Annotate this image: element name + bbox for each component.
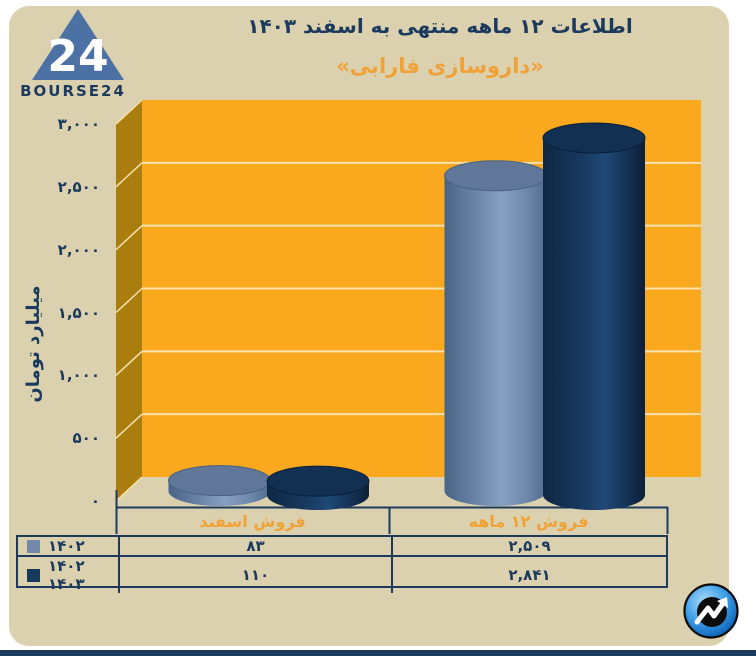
value-1402-12month: ۲,۵۰۹ (391, 537, 666, 555)
company-subtitle: «داروسازی فارابی» (336, 54, 544, 78)
legend-label-1402: ۱۴۰۲ (48, 537, 85, 555)
footer-accent-bar (0, 650, 756, 656)
value-1402-esfand: ۸۳ (118, 537, 391, 555)
chart-cylinders (168, 122, 646, 510)
y-tick-label: ۲,۰۰۰ (57, 240, 100, 259)
legend-swatch-1402 (27, 539, 40, 553)
y-tick-label: ۳,۰۰۰ (57, 115, 100, 133)
bourse24-triangle-logo-icon: 24 (32, 9, 124, 82)
values-table: ۱۴۰۲ ۸۳ ۲,۵۰۹ ۱۴۰۲ ۱۴۰۳ ۱۱۰ ۲,۸۴۱ (16, 535, 668, 593)
bourse24-badge-icon (683, 583, 739, 639)
page-title: اطلاعات ۱۲ ماهه منتهی به اسفند ۱۴۰۳ (247, 14, 633, 38)
legend-row-1402: ۱۴۰۲ (18, 537, 118, 555)
brand-name: BOURSE24 (20, 82, 126, 100)
category-label-esfand: فروش اسفند (199, 512, 306, 531)
category-label-12month: فروش ۱۲ ماهه (468, 512, 589, 531)
logo-numerals: 24 (47, 31, 108, 82)
y-tick-label: ۱,۰۰۰ (57, 366, 100, 385)
y-tick-label: ۰ (90, 492, 100, 510)
legend-swatch-1403 (27, 568, 40, 582)
value-1403-esfand: ۱۱۰ (118, 555, 391, 593)
y-axis-title: میلیارد تومان (23, 285, 44, 403)
y-tick-label: ۲,۵۰۰ (57, 177, 100, 196)
y-tick-label: ۱,۵۰۰ (57, 303, 100, 322)
y-tick-label: ۵۰۰ (72, 429, 100, 448)
legend-row-1403: ۱۴۰۲ ۱۴۰۳ (18, 555, 118, 593)
value-1403-12month: ۲,۸۴۱ (391, 555, 666, 593)
legend-label-1403: ۱۴۰۲ ۱۴۰۳ (48, 557, 85, 593)
logo-triangle (32, 9, 124, 80)
